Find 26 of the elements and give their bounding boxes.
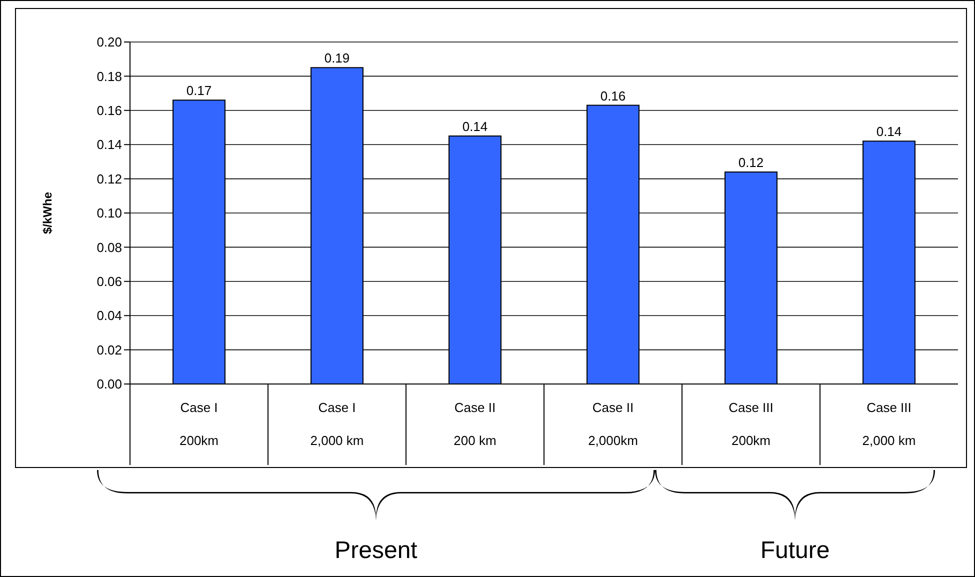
y-tick-label: 0.12 — [96, 171, 122, 186]
y-tick-label: 0.00 — [96, 376, 122, 392]
category-label: Case I 2,000 km — [310, 400, 364, 448]
y-tick-label: 0.16 — [96, 103, 122, 118]
y-tick-label: 0.18 — [96, 68, 122, 84]
category-label: Case II 200 km — [454, 400, 496, 448]
data-label: 0.12 — [738, 154, 764, 170]
data-label: 0.16 — [600, 88, 626, 104]
y-tick-label: 0.10 — [96, 206, 122, 221]
category-label: Case III 200km — [728, 400, 774, 448]
y-tick-label: 0.08 — [96, 240, 122, 255]
text: Future — [760, 537, 830, 564]
y-tick-label: 0.02 — [96, 342, 122, 358]
data-label: 0.14 — [876, 124, 902, 140]
text: Present — [334, 537, 418, 564]
category-label: Case II 2,000km — [588, 400, 638, 448]
data-label: 0.14 — [462, 119, 488, 134]
y-axis-title: $/kWhe — [40, 192, 54, 234]
category-label: Case I 200km — [179, 400, 219, 448]
data-label: 0.17 — [186, 83, 212, 98]
category-label: Case III 2,000 km — [862, 400, 916, 448]
y-tick-label: 0.06 — [96, 274, 122, 290]
y-tick-label: 0.04 — [96, 308, 122, 324]
y-tick-label: 0.20 — [96, 34, 122, 50]
data-label: 0.19 — [324, 50, 350, 66]
y-tick-label: 0.14 — [96, 137, 122, 152]
